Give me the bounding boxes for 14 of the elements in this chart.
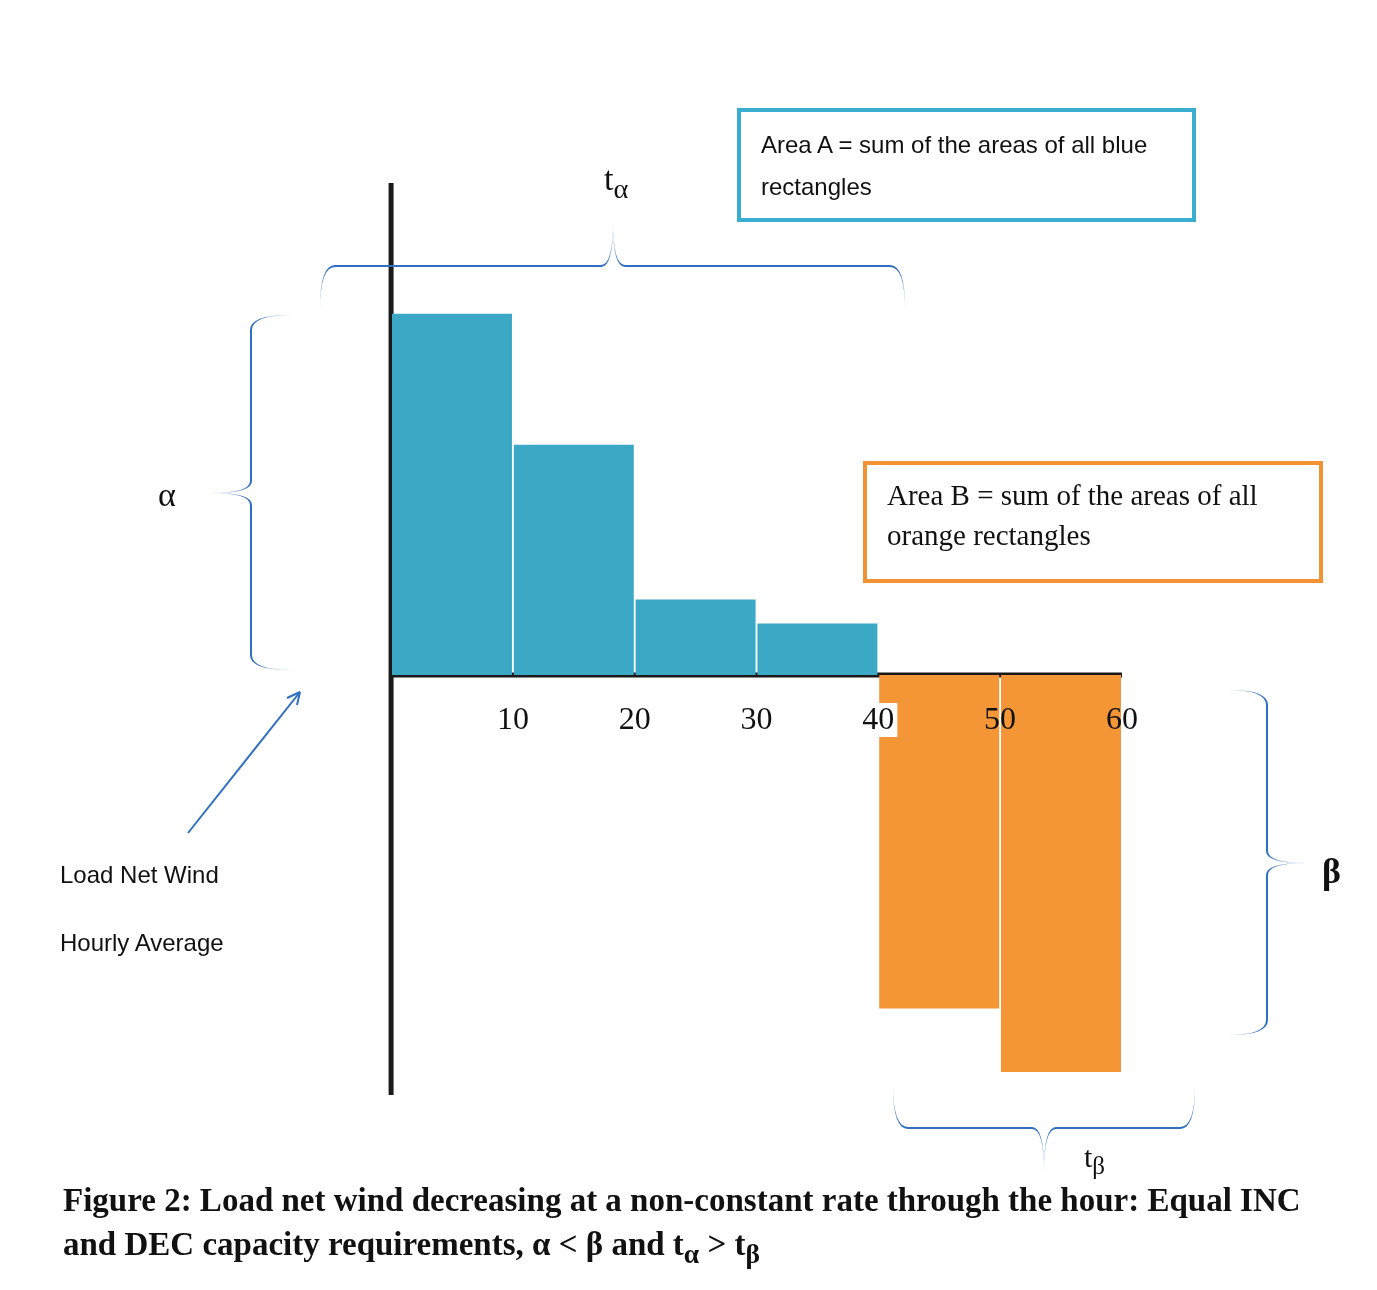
text: Hourly Average (60, 929, 224, 957)
annotation: Area B = sum of the areas of all orange rectangles (863, 461, 1323, 583)
text: α (158, 476, 176, 514)
x-tick-label: 20 (618, 700, 651, 737)
text: Figure 2: Load net wind decreasing at a non-constant rate through the hour: Equal INC and DEC capacity requirements, α < β and t$_{α}$ > t$_{β}$ (63, 1181, 1302, 1271)
bar (513, 444, 634, 675)
text: β (1322, 850, 1341, 892)
x-tick-label: 40 (862, 700, 895, 737)
x-tick-label: 30 (740, 700, 773, 737)
text: t$_{β}$ (1084, 1140, 1106, 1180)
text: Load Net Wind (60, 861, 219, 889)
text: Area A = sum of the areas of all blue rectangles (737, 108, 1196, 222)
text: t$_{α}$ (604, 160, 629, 205)
x-tick-label: 10 (496, 700, 529, 737)
